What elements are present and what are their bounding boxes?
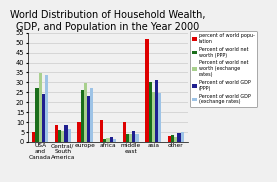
Bar bbox=[32, 132, 35, 142]
Bar bbox=[39, 74, 42, 142]
Bar bbox=[68, 129, 71, 142]
Bar bbox=[129, 134, 132, 142]
Bar bbox=[158, 93, 161, 142]
Bar bbox=[78, 122, 81, 142]
Bar bbox=[100, 120, 103, 142]
Bar bbox=[61, 131, 64, 142]
Bar bbox=[90, 88, 93, 142]
Legend: percent of world popu-
lation, Percent of world net
worth (PPP), Percent of worl: percent of world popu- lation, Percent o… bbox=[190, 31, 257, 107]
Bar bbox=[113, 139, 116, 142]
Bar bbox=[87, 96, 90, 142]
Bar bbox=[148, 82, 152, 142]
Bar bbox=[84, 83, 87, 142]
Bar bbox=[106, 138, 110, 142]
Bar bbox=[171, 135, 174, 142]
Bar bbox=[135, 134, 138, 142]
Bar bbox=[145, 39, 148, 142]
Bar bbox=[174, 137, 178, 142]
Bar bbox=[55, 125, 58, 142]
Bar bbox=[64, 125, 68, 142]
Bar bbox=[45, 76, 48, 142]
Bar bbox=[178, 133, 181, 142]
Bar bbox=[103, 139, 106, 142]
Bar bbox=[123, 122, 126, 142]
Bar bbox=[168, 136, 171, 142]
Bar bbox=[35, 88, 39, 142]
Title: World Distribution of Household Wealth,
GDP, and Population in the Year 2000: World Distribution of Household Wealth, … bbox=[10, 10, 206, 32]
Bar bbox=[81, 90, 84, 142]
Bar bbox=[181, 132, 184, 142]
Bar bbox=[132, 131, 135, 142]
Bar bbox=[42, 94, 45, 142]
Bar bbox=[126, 134, 129, 142]
Bar bbox=[155, 80, 158, 142]
Bar bbox=[152, 92, 155, 142]
Bar bbox=[110, 137, 113, 142]
Bar bbox=[58, 130, 61, 142]
